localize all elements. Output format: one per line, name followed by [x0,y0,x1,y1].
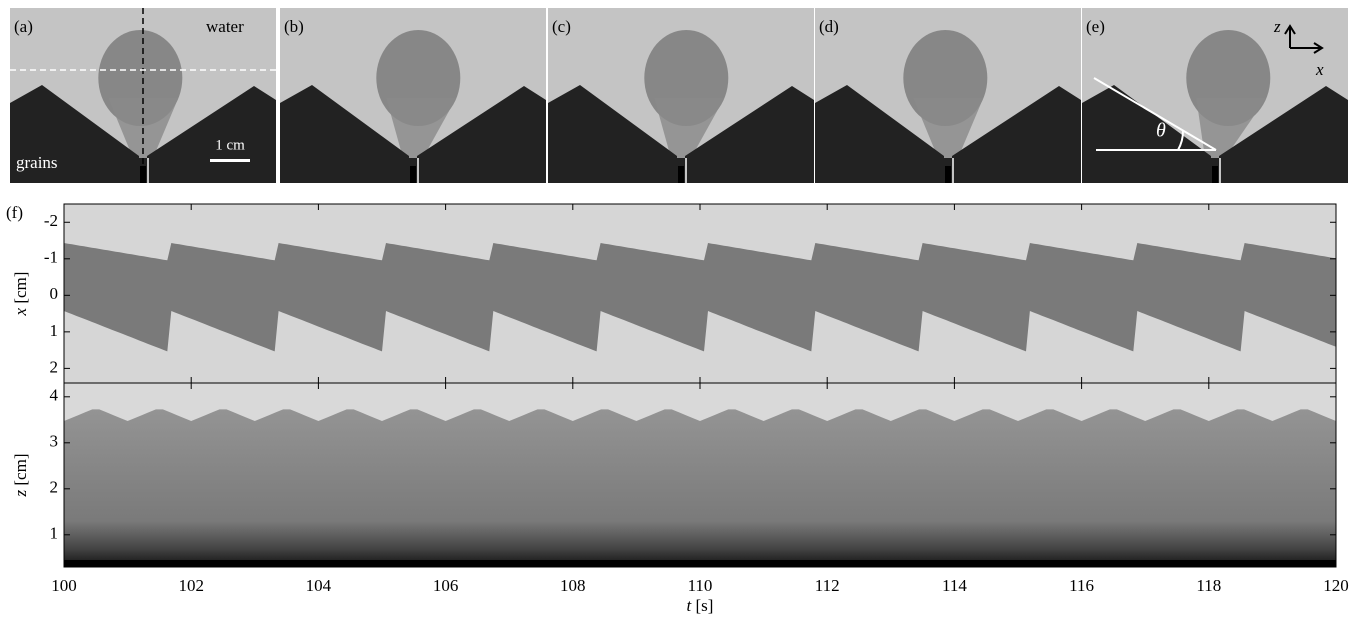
photo-panel: (c) [548,8,814,183]
y-tick-label: 4 [50,386,59,405]
photo-panel: (d) [815,8,1081,183]
orifice [945,166,951,183]
axis-symbol: z [11,489,30,497]
y-tick-label: 2 [50,478,59,497]
meander-band [64,243,1336,352]
bed-label: grains [16,153,58,172]
panel-label: (a) [14,17,33,36]
slope-line [1093,77,1217,151]
y-tick-label: 1 [50,321,59,340]
y-tick-label: -2 [44,211,58,230]
plume-stem [654,98,725,158]
axis-unit: [cm] [11,454,30,486]
panel-label: (b) [284,17,304,36]
photo-panel: (b) [280,8,546,183]
x-tick-label: 112 [815,576,840,595]
orifice [678,166,684,183]
y-tick-label: -1 [44,248,58,267]
panel-label: (c) [552,17,571,36]
y-axis-label: x [cm] [11,272,30,317]
grain-bed [10,85,276,183]
photo-panel: (a) water grains 1 cm [10,8,276,183]
orifice [1212,166,1218,183]
clear-water [64,383,1336,421]
x-tick-label: 106 [433,576,459,595]
plume-stem [386,98,457,158]
x-tick-label: 120 [1323,576,1349,595]
y-tick-label: 0 [50,284,59,303]
x-tick-label: 104 [306,576,332,595]
x-tick-label: 108 [560,576,586,595]
plume-stem [1196,98,1267,158]
grain-bed [815,85,1081,183]
y-tick-label: 2 [50,357,59,376]
x-tick-label: 100 [51,576,77,595]
panel-label: (d) [819,17,839,36]
axis-x-label: x [1315,60,1324,79]
axis-arrows [1284,24,1324,54]
axis-z-label: z [1273,17,1281,36]
angle-arc [1177,130,1185,151]
scale-bar [210,159,250,162]
angle-label: θ [1156,120,1166,142]
orifice [140,166,146,183]
y-axis-label: z [cm] [11,454,30,498]
scale-bar-label: 1 cm [215,137,245,153]
axis-unit: [cm] [11,272,30,304]
x-tick-label: 114 [942,576,967,595]
panel-label: (f) [6,203,23,222]
x-tick-label: 110 [688,576,713,595]
photo-panel: (e) z x θ [1082,8,1348,183]
axis-symbol: t [687,596,693,615]
orifice [410,166,416,183]
grain-bed [548,85,814,183]
plume-stem [913,98,984,158]
x-tick-label: 116 [1069,576,1094,595]
grain-bed [280,85,546,183]
panel-label: (e) [1086,17,1105,36]
axis-symbol: x [11,307,30,316]
grain-bed [1082,85,1348,183]
axis-unit: [s] [696,596,714,615]
x-tick-label: 118 [1196,576,1221,595]
y-tick-label: 1 [50,524,59,543]
y-tick-label: 3 [50,432,59,451]
x-axis-label: t [s] [687,596,714,615]
medium-label: water [206,17,244,36]
x-tick-label: 102 [178,576,204,595]
